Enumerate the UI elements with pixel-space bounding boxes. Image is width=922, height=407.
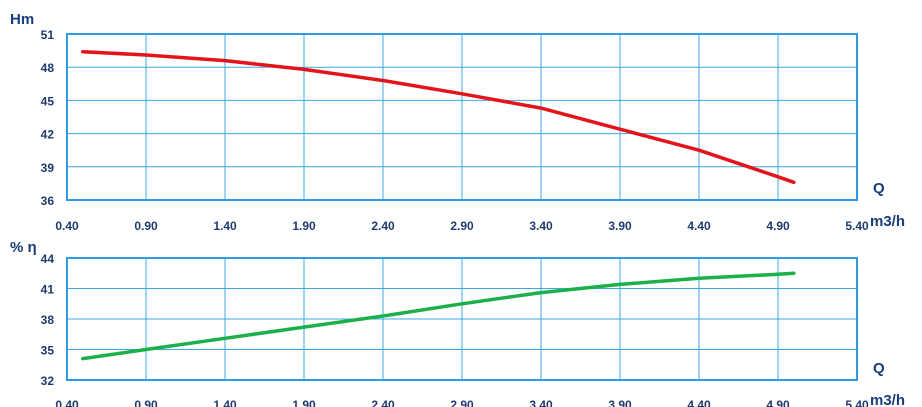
efficiency-x-tick-label: 0.90 xyxy=(134,398,158,407)
head-x-tick-label: 1.90 xyxy=(292,219,316,233)
efficiency-x-tick-label: 4.40 xyxy=(687,398,711,407)
head-x-tick-label: 3.90 xyxy=(608,219,632,233)
efficiency-x-tick-label: 2.40 xyxy=(371,398,395,407)
efficiency-curve-line xyxy=(81,271,796,361)
head-y-tick-label: 51 xyxy=(41,28,55,42)
head-x-tick-label: 4.40 xyxy=(687,219,711,233)
efficiency-plot-frame xyxy=(66,257,858,381)
efficiency-x-tick-label: 3.90 xyxy=(608,398,632,407)
efficiency-y-axis-title: % η xyxy=(10,239,37,256)
efficiency-x-axis-title: Q xyxy=(873,360,885,377)
head-chart: 0.40 0.90 1.40 1.90 2.40 2.90 3.40 3.90 4.40 4.90… xyxy=(10,11,905,233)
head-x-axis-title: Q xyxy=(873,180,885,197)
head-x-tick-label: 3.40 xyxy=(529,219,553,233)
efficiency-y-tick-label: 38 xyxy=(41,313,55,327)
head-curve-line xyxy=(81,49,796,185)
head-x-axis-unit: m3/h xyxy=(870,213,905,230)
efficiency-chart: 0.40 0.90 1.40 1.90 2.40 2.90 3.40 3.90 4.40 4.90… xyxy=(10,239,905,407)
head-x-tick-label: 2.40 xyxy=(371,219,395,233)
efficiency-y-tick-label: 32 xyxy=(41,374,55,388)
efficiency-x-tick-label: 2.90 xyxy=(450,398,474,407)
head-y-axis-title: Hm xyxy=(10,11,34,28)
efficiency-x-tick-label: 3.40 xyxy=(529,398,553,407)
efficiency-x-tick-label: 1.40 xyxy=(213,398,237,407)
efficiency-y-tick-label: 44 xyxy=(41,252,55,266)
head-x-tick-label: 2.90 xyxy=(450,219,474,233)
head-x-tick-label: 5.40 xyxy=(845,219,869,233)
head-y-tick-label: 42 xyxy=(41,128,55,142)
efficiency-y-tick-label: 35 xyxy=(41,344,55,358)
head-y-tick-label: 36 xyxy=(41,194,55,208)
efficiency-x-tick-label: 4.90 xyxy=(766,398,790,407)
head-y-tick-label: 45 xyxy=(41,94,55,108)
head-x-tick-label: 0.40 xyxy=(55,219,79,233)
head-x-tick-label: 4.90 xyxy=(766,219,790,233)
efficiency-y-tick-label: 41 xyxy=(41,283,55,297)
head-x-tick-label: 1.40 xyxy=(213,219,237,233)
efficiency-x-tick-label: 5.40 xyxy=(845,398,869,407)
efficiency-x-tick-label: 0.40 xyxy=(55,398,79,407)
head-y-tick-label: 48 xyxy=(41,61,55,75)
head-x-tick-label: 0.90 xyxy=(134,219,158,233)
efficiency-x-axis-unit: m3/h xyxy=(870,392,905,407)
head-plot-frame xyxy=(66,33,858,201)
efficiency-x-tick-label: 1.90 xyxy=(292,398,316,407)
head-y-tick-label: 39 xyxy=(41,161,55,175)
